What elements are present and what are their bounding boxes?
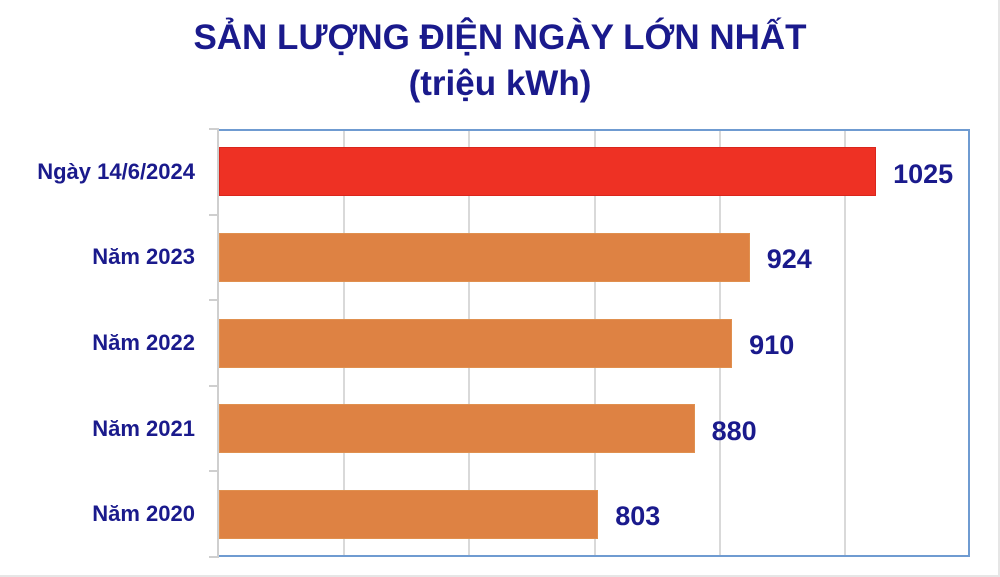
data-label: 803 — [615, 501, 661, 532]
plot-area — [219, 129, 970, 557]
bar — [219, 489, 599, 539]
bar-highlight — [219, 147, 877, 197]
gridline — [843, 131, 846, 555]
y-axis-tick — [209, 213, 219, 216]
chart-subtitle-unit: (triệu kWh) — [408, 64, 592, 103]
data-label: 924 — [766, 244, 812, 275]
data-label: 910 — [749, 330, 795, 360]
y-axis-line — [217, 129, 219, 557]
y-axis-tick — [209, 470, 219, 473]
category-label: Năm 2020 — [92, 501, 195, 527]
y-axis-tick — [209, 556, 219, 558]
y-axis-tick — [209, 384, 219, 387]
y-axis-tick — [209, 128, 219, 130]
data-label: 880 — [711, 415, 757, 446]
category-label: Năm 2021 — [92, 415, 195, 441]
bar — [219, 404, 695, 454]
bar — [219, 232, 750, 282]
bar — [219, 318, 733, 368]
category-label: Năm 2022 — [92, 330, 195, 355]
category-label: Năm 2023 — [92, 244, 195, 270]
y-axis-tick — [209, 299, 219, 302]
category-label: Ngày 14/6/2024 — [37, 158, 195, 184]
data-label: 1025 — [893, 158, 954, 189]
chart-title: SẢN LƯỢNG ĐIỆN NGÀY LỚN NHẤT — [193, 18, 807, 57]
